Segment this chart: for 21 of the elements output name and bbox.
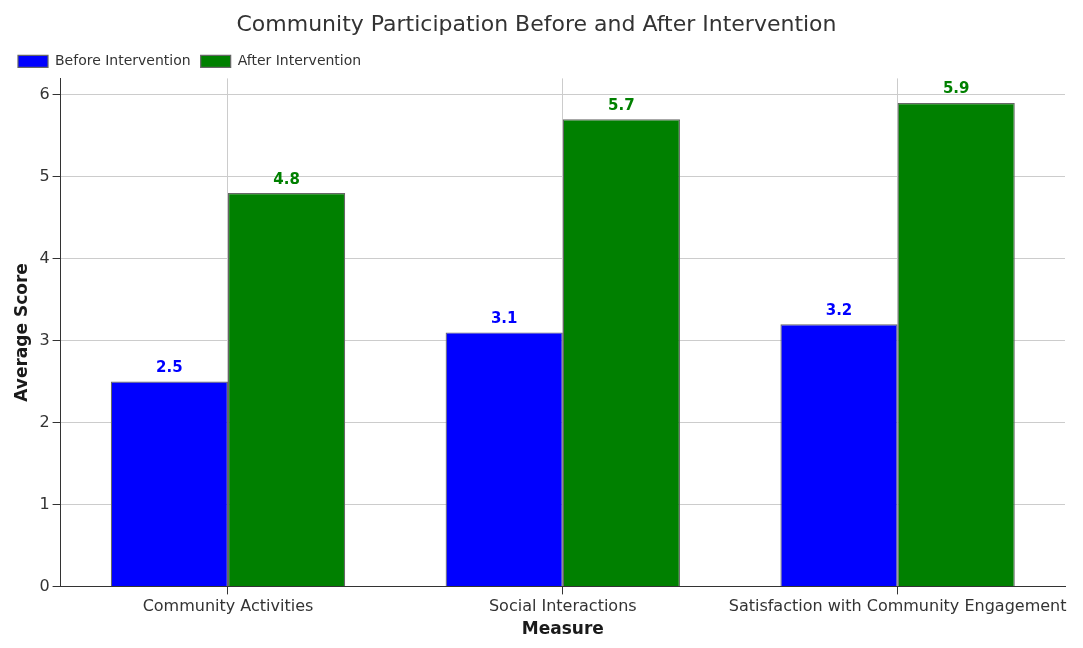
data-label: 3.2 (825, 300, 853, 319)
x-axis-title: Measure (521, 618, 604, 639)
x-tick-label: Social Interactions (488, 596, 637, 616)
y-tick-label: 1 (39, 493, 50, 513)
chart-title: Community Participation Before and After Intervention (236, 10, 837, 36)
y-tick-label: 6 (39, 83, 50, 103)
legend-label: Before Intervention (55, 52, 191, 69)
y-tick-label: 3 (39, 329, 50, 349)
data-label: 5.7 (608, 95, 635, 114)
data-label: 4.8 (273, 169, 300, 188)
y-tick-label: 4 (39, 247, 50, 267)
x-tick-label: Community Activities (142, 596, 314, 616)
y-tick-label: 5 (39, 165, 50, 185)
y-tick-label: 0 (39, 575, 50, 595)
y-tick-label: 2 (39, 411, 50, 431)
data-label: 3.1 (490, 308, 518, 327)
data-label: 2.5 (156, 357, 183, 376)
y-axis-title: Average Score (10, 263, 31, 402)
legend-label: After Intervention (237, 52, 362, 69)
x-tick-label: Satisfaction with Community Engagement (728, 596, 1067, 616)
data-label: 5.9 (942, 79, 970, 98)
